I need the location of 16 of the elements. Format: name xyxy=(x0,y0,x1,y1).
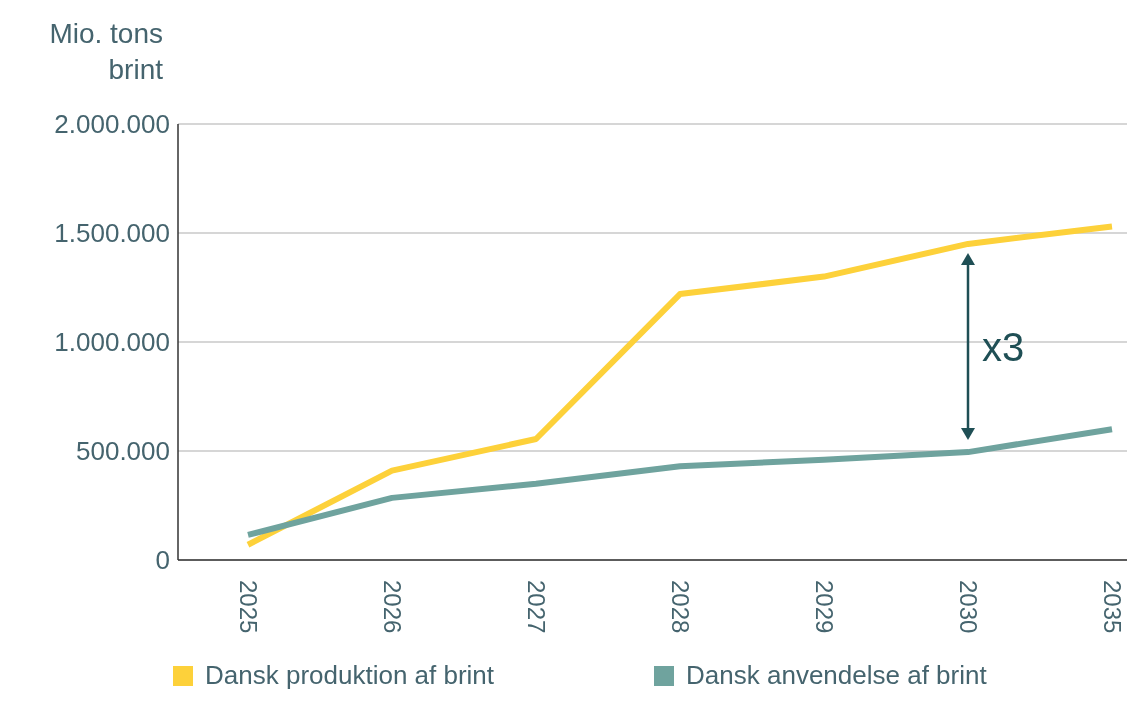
x-tick-label: 2026 xyxy=(378,580,406,634)
x-tick-label: 2027 xyxy=(522,580,550,634)
legend-label: Dansk anvendelse af brint xyxy=(686,660,987,691)
y-tick-label: 0 xyxy=(155,545,170,576)
y-tick-label: 1.500.000 xyxy=(54,218,170,249)
y-tick-label: 2.000.000 xyxy=(54,109,170,140)
legend-label: Dansk produktion af brint xyxy=(205,660,495,691)
annotation: x3 xyxy=(982,323,1025,371)
x-tick-label: 2035 xyxy=(1098,580,1126,634)
y-tick-label: 500.000 xyxy=(76,436,170,467)
x-tick-label: 2029 xyxy=(810,580,838,634)
y-axis-title: Mio. tons brint xyxy=(48,17,163,87)
y-tick-label: 1.000.000 xyxy=(54,327,170,358)
x-tick-label: 2030 xyxy=(954,580,982,634)
x-tick-label: 2028 xyxy=(666,580,694,634)
x-tick-label: 2025 xyxy=(234,580,262,634)
